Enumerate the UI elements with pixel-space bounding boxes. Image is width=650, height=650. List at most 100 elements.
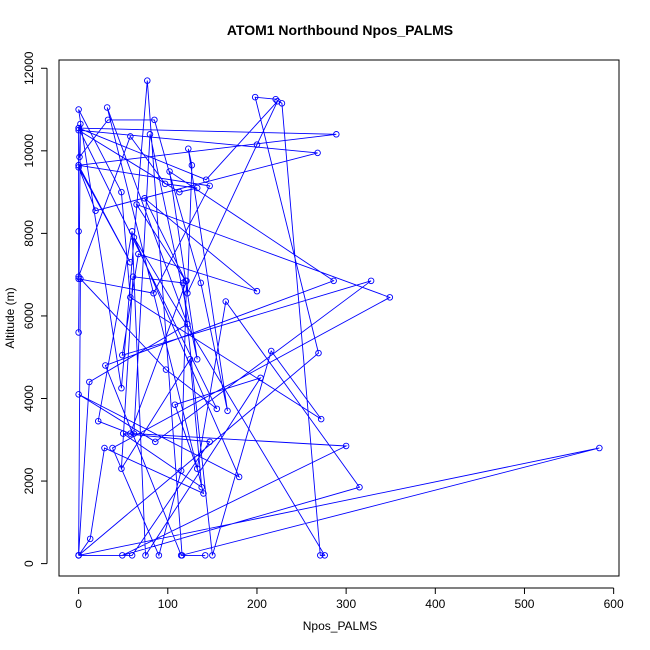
data-point: [367, 277, 375, 285]
data-point: [128, 552, 136, 559]
data-point: [118, 465, 125, 472]
y-tick-label: 10000: [22, 134, 36, 168]
data-point: [356, 483, 363, 491]
x-tick-label: 100: [158, 597, 178, 611]
data-point: [75, 391, 82, 398]
data-point: [119, 552, 126, 559]
x-tick-label: 500: [514, 597, 534, 611]
data-point: [197, 279, 205, 287]
data-point: [330, 277, 337, 285]
y-axis-label: Altitude (m): [3, 287, 17, 348]
y-tick-label: 4000: [22, 385, 36, 412]
y-tick-label: 6000: [22, 302, 36, 329]
data-point: [75, 329, 82, 336]
data-point: [92, 207, 99, 214]
data-point: [200, 490, 207, 497]
data-point: [314, 149, 321, 157]
data-point: [184, 289, 191, 297]
data-point: [272, 95, 279, 103]
data-point: [161, 180, 169, 188]
data-point: [253, 141, 261, 148]
data-point: [235, 473, 243, 481]
x-tick-label: 200: [247, 597, 267, 611]
data-point: [185, 145, 192, 153]
data-point: [321, 552, 328, 559]
data-point: [77, 120, 84, 128]
data-point: [315, 349, 322, 357]
data-point: [135, 250, 142, 258]
chart-title: ATOM1 Northbound Npos_PALMS: [227, 22, 453, 38]
data-point: [86, 378, 93, 386]
data-point: [176, 188, 183, 196]
y-axis: 0 2000 4000 6000 8000 10000 12000: [22, 51, 48, 567]
data-point: [75, 106, 82, 113]
data-point: [179, 279, 187, 287]
data-point: [127, 430, 134, 437]
data-point: [77, 275, 84, 283]
y-tick-label: 12000: [22, 51, 36, 85]
y-tick-label: 8000: [22, 220, 36, 247]
data-point: [75, 162, 82, 169]
data-point: [224, 407, 231, 415]
data-point: [188, 162, 196, 169]
data-point: [104, 116, 112, 124]
data-point: [133, 201, 140, 208]
data-point: [193, 184, 201, 192]
data-point: [151, 116, 158, 124]
x-tick-label: 0: [75, 597, 82, 611]
data-point: [193, 356, 201, 363]
data-point: [102, 362, 109, 369]
data-point: [150, 289, 157, 297]
data-point: [222, 298, 230, 305]
data-point: [333, 131, 340, 138]
y-tick-label: 0: [22, 560, 36, 567]
data-point: [201, 552, 209, 559]
data-point: [596, 444, 603, 452]
x-tick-label: 300: [336, 597, 356, 611]
plot-frame: [58, 59, 620, 577]
data-point: [119, 430, 127, 437]
data-point: [94, 417, 102, 425]
data-point: [251, 93, 259, 101]
data-point: [75, 126, 82, 134]
data-point: [198, 483, 205, 491]
data-point: [130, 430, 138, 437]
data-point: [76, 153, 83, 161]
data-point: [146, 131, 154, 138]
data-point: [257, 374, 264, 382]
data-point: [75, 275, 82, 283]
data-point: [162, 366, 170, 373]
data-point: [141, 195, 148, 202]
data-point: [127, 133, 134, 140]
y-tick-label: 2000: [22, 467, 36, 494]
data-point: [75, 228, 82, 235]
data-point: [183, 277, 190, 285]
data-point: [75, 552, 82, 559]
data-point: [202, 176, 210, 183]
data-point: [342, 442, 350, 450]
data-point: [213, 405, 221, 413]
data-point: [253, 287, 261, 295]
plot-area: [58, 59, 620, 577]
data-point: [171, 401, 179, 408]
data-point: [129, 273, 137, 280]
data-point: [193, 465, 201, 472]
data-point: [101, 444, 108, 452]
data-point: [86, 535, 94, 543]
x-tick-label: 400: [425, 597, 445, 611]
data-point: [209, 552, 216, 559]
data-point: [127, 294, 134, 301]
series-group: [77, 80, 600, 557]
data-point: [119, 351, 126, 359]
data-point: [267, 347, 275, 355]
data-point: [130, 234, 138, 241]
x-axis: 0 100 200 300 400 500 600: [75, 587, 624, 611]
data-point: [118, 384, 125, 392]
data-point: [386, 294, 394, 301]
data-point: [186, 356, 194, 363]
x-tick-label: 600: [604, 597, 624, 611]
data-point: [178, 552, 186, 559]
x-axis-label: Npos_PALMS: [303, 619, 377, 633]
data-point: [317, 415, 325, 423]
data-point: [166, 168, 173, 175]
